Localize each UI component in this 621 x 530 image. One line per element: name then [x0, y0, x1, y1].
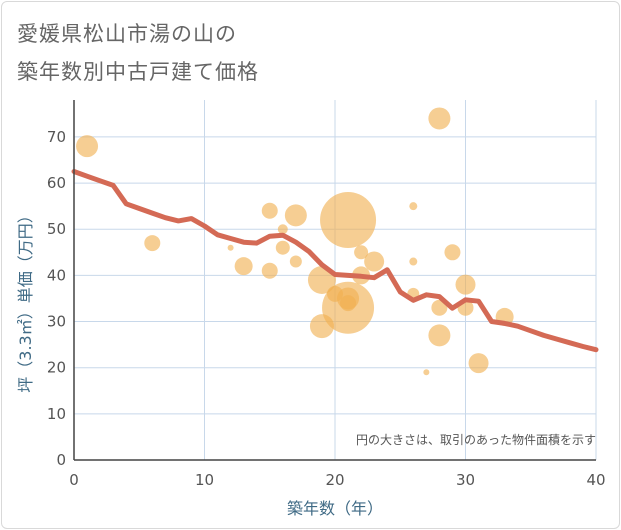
y-tick-label: 30: [47, 313, 66, 331]
y-tick-label: 50: [47, 220, 66, 238]
bubble-point: [227, 244, 234, 251]
trend-line: [71, 169, 599, 353]
bubble-point: [354, 245, 369, 260]
y-axis-label: 坪（3.3㎡）単価（万円）: [16, 207, 35, 392]
x-tick-label: 10: [195, 471, 214, 489]
bubble-point: [76, 135, 99, 158]
x-tick-label: 30: [456, 471, 475, 489]
bubbles: [76, 107, 514, 376]
bubble-point: [277, 224, 288, 235]
x-axis-label: 築年数（年）: [287, 499, 383, 518]
size-note: 円の大きさは、取引のあった物件面積を示す: [356, 432, 596, 447]
x-tick-label: 20: [325, 471, 344, 489]
bubble-point: [275, 240, 290, 255]
bubble-point: [364, 251, 385, 272]
bubble-point: [444, 244, 461, 261]
y-tick-label: 70: [47, 128, 66, 146]
bubble-point: [423, 369, 430, 376]
y-tick-label: 0: [56, 451, 66, 469]
y-tick-label: 40: [47, 266, 66, 284]
bubble-point: [428, 324, 451, 347]
bubble-point: [340, 295, 357, 312]
bubble-point: [428, 107, 451, 130]
bubble-point: [261, 262, 278, 279]
bubble-point: [455, 274, 476, 295]
y-tick-label: 60: [47, 174, 66, 192]
bubble-point: [320, 192, 377, 248]
bubble-point: [409, 202, 418, 211]
x-tick-label: 40: [586, 471, 605, 489]
bubble-point: [284, 204, 307, 227]
x-tick-label: 0: [69, 471, 79, 489]
bubble-point: [289, 255, 302, 268]
bubble-point: [409, 257, 418, 266]
bubble-point: [261, 202, 278, 219]
axes: 0 10 20 30 40 50 60 70 0 10 20 30 40: [47, 100, 606, 489]
bubble-point: [468, 353, 489, 374]
chart-title-line1: 愛媛県松山市湯の山の: [17, 22, 237, 46]
bubble-point: [144, 235, 161, 252]
chart-title-line2: 築年数別中古戸建て価格: [17, 60, 259, 84]
y-tick-label: 20: [47, 359, 66, 377]
trend: [71, 169, 599, 353]
y-tick-label: 10: [47, 405, 66, 423]
bubble-point: [234, 257, 253, 276]
bubble-point: [431, 299, 448, 316]
